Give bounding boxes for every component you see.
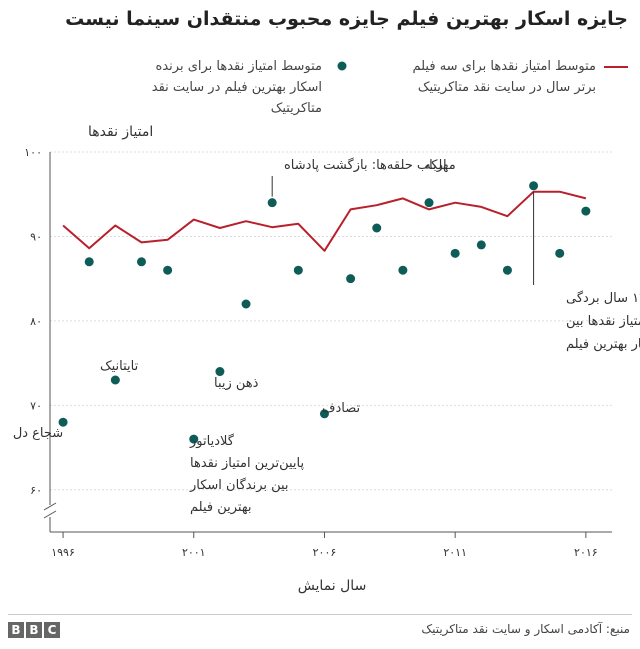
x-tick-label: ۲۰۰۶ [313, 546, 337, 559]
annotation-lotr: ارباب حلقه‌ها: بازگشت پادشاه [284, 157, 447, 173]
y-tick-label: ۷۰ [30, 399, 42, 412]
x-tick-label: ۱۹۹۶ [51, 546, 75, 559]
y-axis-break-mark [43, 510, 57, 519]
x-tick-label: ۲۰۱۱ [443, 546, 467, 559]
annotation-gladiator: پایین‌ترین امتیاز نقدها [190, 456, 304, 471]
legend-dot-swatch [337, 61, 347, 71]
winner-score-dot [319, 409, 329, 419]
winner-score-dot [346, 274, 356, 284]
footer-divider [8, 614, 632, 615]
winner-score-dot [293, 265, 303, 275]
annotation-twelve-years: بالاترین امتیاز نقدها بین [566, 314, 640, 329]
winner-score-dot [58, 417, 68, 427]
winner-score-dot [84, 257, 94, 267]
winner-score-dot [136, 257, 146, 267]
y-axis-break-mark [43, 502, 57, 511]
legend-line-swatch [604, 66, 628, 68]
winner-score-dot [581, 206, 591, 216]
winner-score-dot [424, 198, 434, 208]
annotation-braveheart: شجاع دل [13, 426, 63, 441]
annotation-twelve-years: برندگان اسکار بهترین فیلم [566, 336, 640, 352]
annotation-gladiator: گلادیاتور [189, 433, 235, 449]
y-tick-label: ۹۰ [30, 230, 42, 243]
winner-score-dot [502, 265, 512, 275]
source-note: منبع: آکادمی اسکار و سایت نقد متاکریتیک [421, 622, 630, 636]
winner-score-dot [241, 299, 251, 309]
annotation-gladiator: بین برندگان اسکار [189, 477, 289, 493]
annotation-beautiful-mind: ذهن زیبا [214, 376, 259, 391]
y-tick-label: ۶۰ [30, 484, 42, 497]
legend-dot-label: متوسط امتیاز نقدها برای برنده اسکار بهتر… [151, 59, 322, 116]
annotation-titanic: تایتانیک [100, 359, 139, 374]
winner-score-dot [450, 248, 460, 258]
x-tick-label: ۲۰۱۶ [574, 546, 598, 559]
chart-title: جایزه اسکار بهترین فیلم جایزه محبوب منتق… [65, 8, 628, 30]
annotation-crash: تصادف [322, 401, 360, 416]
annotation-hurt-locker: مهلکه [424, 158, 455, 173]
winner-score-dot [163, 265, 173, 275]
x-tick-label: ۲۰۰۱ [182, 546, 206, 559]
annotation-twelve-years: ۱۲ سال بردگی [566, 290, 640, 306]
top-three-average-line [62, 190, 587, 252]
winner-score-dot [110, 375, 120, 385]
annotation-gladiator: بهترین فیلم [190, 500, 251, 515]
legend-line-label: متوسط امتیاز نقدها برای سه فیلم برتر سال… [412, 59, 596, 95]
winner-score-dot [398, 265, 408, 275]
bbc-logo: B B C [8, 622, 60, 638]
winner-score-dot [529, 181, 539, 191]
y-tick-label: ۱۰۰ [24, 146, 42, 159]
winner-score-dot [189, 434, 199, 444]
y-tick-label: ۸۰ [30, 315, 42, 328]
y-axis-label: امتیاز نقدها [88, 124, 153, 140]
winner-score-dot [476, 240, 486, 250]
winner-score-dot [555, 248, 565, 258]
x-axis-label: سال نمایش [298, 578, 367, 594]
winner-score-dot [372, 223, 382, 233]
winner-score-dot [215, 367, 225, 377]
winner-score-dot [267, 198, 277, 208]
